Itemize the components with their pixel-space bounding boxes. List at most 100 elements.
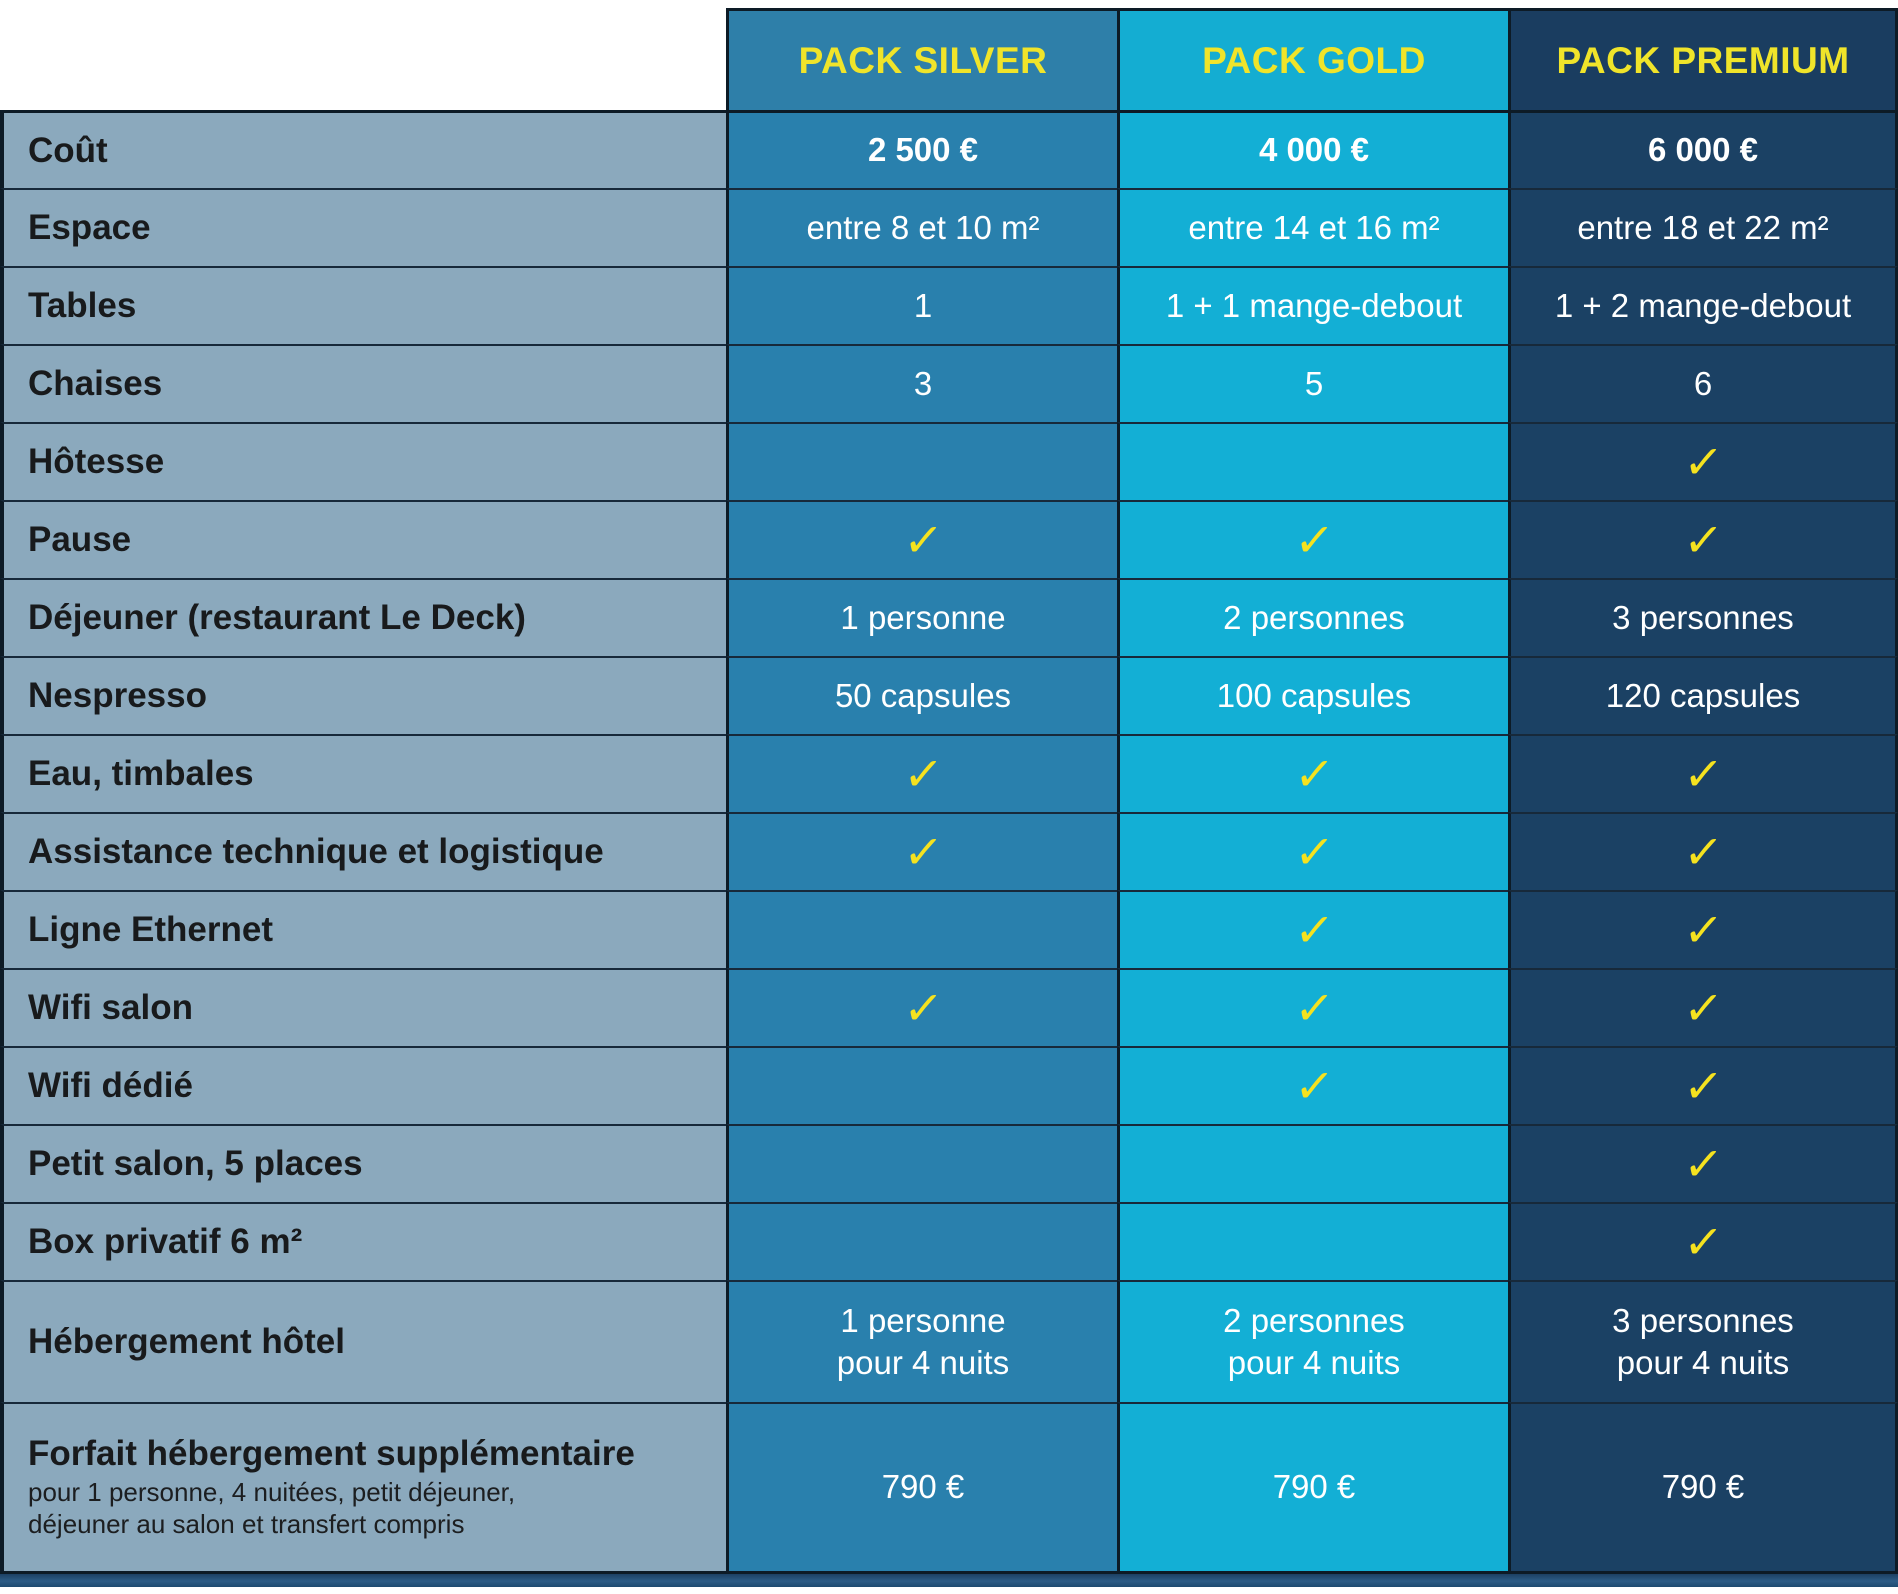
value-text: 5	[1304, 364, 1324, 402]
value-text: 6	[1693, 364, 1713, 402]
row-label: Tables	[28, 286, 137, 326]
row-label: Wifi salon	[28, 988, 193, 1028]
row-label: Nespresso	[28, 676, 207, 716]
row-label-cell: Pause	[0, 500, 726, 578]
value-cell-premium: ✓	[1508, 422, 1898, 500]
value-text: 1 + 2 mange-debout	[1554, 286, 1852, 324]
value-text: 3 personnes	[1612, 598, 1794, 636]
value-cell-silver: 1 personne	[726, 578, 1117, 656]
value-cell-gold: 5	[1117, 344, 1508, 422]
column-header-label: PACK SILVER	[798, 39, 1048, 81]
column-header-pack-silver: PACK SILVER	[726, 8, 1117, 110]
row-label: Déjeuner (restaurant Le Deck)	[28, 598, 526, 638]
value-cell-gold: 1 + 1 mange-debout	[1117, 266, 1508, 344]
value-text: 3	[913, 364, 933, 402]
value-text: 3 personnes pour 4 nuits	[1612, 1301, 1794, 1381]
row-label: Coût	[28, 130, 108, 170]
row-label-cell: Nespresso	[0, 656, 726, 734]
row-label: Espace	[28, 208, 151, 248]
value-cell-gold: 100 capsules	[1117, 656, 1508, 734]
check-icon: ✓	[1680, 1138, 1725, 1190]
row-label-cell: Petit salon, 5 places	[0, 1124, 726, 1202]
value-text: 1	[913, 286, 933, 324]
value-cell-silver: ✓	[726, 968, 1117, 1046]
row-label-cell: Espace	[0, 188, 726, 266]
check-icon: ✓	[1291, 982, 1336, 1034]
value-cell-silver: 1 personne pour 4 nuits	[726, 1280, 1117, 1402]
row-label: Eau, timbales	[28, 754, 254, 794]
check-icon: ✓	[1680, 904, 1725, 956]
value-cell-silver	[726, 1124, 1117, 1202]
row-sublabel: pour 1 personne, 4 nuitées, petit déjeun…	[28, 1477, 516, 1540]
value-text: 50 capsules	[834, 676, 1012, 714]
value-text: 4 000 €	[1258, 131, 1370, 169]
check-icon: ✓	[900, 982, 945, 1034]
check-icon: ✓	[900, 514, 945, 566]
value-text: entre 8 et 10 m²	[806, 208, 1040, 246]
value-cell-silver	[726, 890, 1117, 968]
corner-spacer	[0, 0, 726, 110]
value-cell-premium: 3 personnes pour 4 nuits	[1508, 1280, 1898, 1402]
value-cell-silver: 50 capsules	[726, 656, 1117, 734]
value-text: 2 personnes pour 4 nuits	[1223, 1301, 1405, 1381]
row-label-cell: Wifi salon	[0, 968, 726, 1046]
value-cell-premium: 3 personnes	[1508, 578, 1898, 656]
value-cell-silver: 3	[726, 344, 1117, 422]
value-cell-silver: ✓	[726, 500, 1117, 578]
value-cell-silver: ✓	[726, 812, 1117, 890]
check-icon: ✓	[900, 826, 945, 878]
column-header-pack-gold: PACK GOLD	[1117, 8, 1508, 110]
value-cell-gold: entre 14 et 16 m²	[1117, 188, 1508, 266]
value-cell-gold: 2 personnes pour 4 nuits	[1117, 1280, 1508, 1402]
column-header-pack-premium: PACK PREMIUM	[1508, 8, 1898, 110]
row-label-cell: Hébergement hôtel	[0, 1280, 726, 1402]
value-cell-gold: ✓	[1117, 812, 1508, 890]
column-header-label: PACK PREMIUM	[1556, 39, 1850, 81]
row-label: Assistance technique et logistique	[28, 832, 604, 872]
value-cell-premium: 120 capsules	[1508, 656, 1898, 734]
row-label-cell: Box privatif 6 m²	[0, 1202, 726, 1280]
value-text: 790 €	[1272, 1468, 1356, 1506]
column-header-label: PACK GOLD	[1202, 39, 1426, 81]
check-icon: ✓	[1291, 514, 1336, 566]
check-icon: ✓	[1680, 1216, 1725, 1268]
row-label: Ligne Ethernet	[28, 910, 274, 950]
row-label-cell: Coût	[0, 110, 726, 188]
value-text: 790 €	[1661, 1468, 1745, 1506]
value-cell-gold: 4 000 €	[1117, 110, 1508, 188]
row-label: Box privatif 6 m²	[28, 1222, 303, 1262]
row-label-cell: Hôtesse	[0, 422, 726, 500]
value-text: 2 personnes	[1223, 598, 1405, 636]
value-text: 100 capsules	[1216, 676, 1412, 714]
check-icon: ✓	[1680, 514, 1725, 566]
value-cell-gold: ✓	[1117, 734, 1508, 812]
row-label-cell: Forfait hébergement supplémentaire pour 1…	[0, 1402, 726, 1574]
row-label: Petit salon, 5 places	[28, 1144, 363, 1184]
row-label-cell: Ligne Ethernet	[0, 890, 726, 968]
row-label: Forfait hébergement supplémentaire	[28, 1434, 635, 1474]
bottom-accent-bar	[0, 1574, 1898, 1587]
value-cell-gold	[1117, 422, 1508, 500]
value-cell-gold: ✓	[1117, 500, 1508, 578]
value-cell-premium: ✓	[1508, 500, 1898, 578]
check-icon: ✓	[1680, 1060, 1725, 1112]
value-cell-silver: 2 500 €	[726, 110, 1117, 188]
value-text: entre 18 et 22 m²	[1577, 208, 1829, 246]
value-cell-premium: ✓	[1508, 968, 1898, 1046]
row-label-cell: Wifi dédié	[0, 1046, 726, 1124]
value-cell-premium: ✓	[1508, 734, 1898, 812]
row-label: Wifi dédié	[28, 1066, 193, 1106]
value-text: 6 000 €	[1647, 131, 1759, 169]
value-cell-silver: entre 8 et 10 m²	[726, 188, 1117, 266]
row-label: Pause	[28, 520, 132, 560]
value-cell-premium: 1 + 2 mange-debout	[1508, 266, 1898, 344]
value-cell-premium: 6	[1508, 344, 1898, 422]
value-cell-premium: entre 18 et 22 m²	[1508, 188, 1898, 266]
value-cell-silver	[726, 1046, 1117, 1124]
value-cell-gold	[1117, 1124, 1508, 1202]
check-icon: ✓	[1680, 436, 1725, 488]
value-cell-premium: ✓	[1508, 1046, 1898, 1124]
value-cell-silver: 790 €	[726, 1402, 1117, 1574]
value-cell-premium: ✓	[1508, 890, 1898, 968]
